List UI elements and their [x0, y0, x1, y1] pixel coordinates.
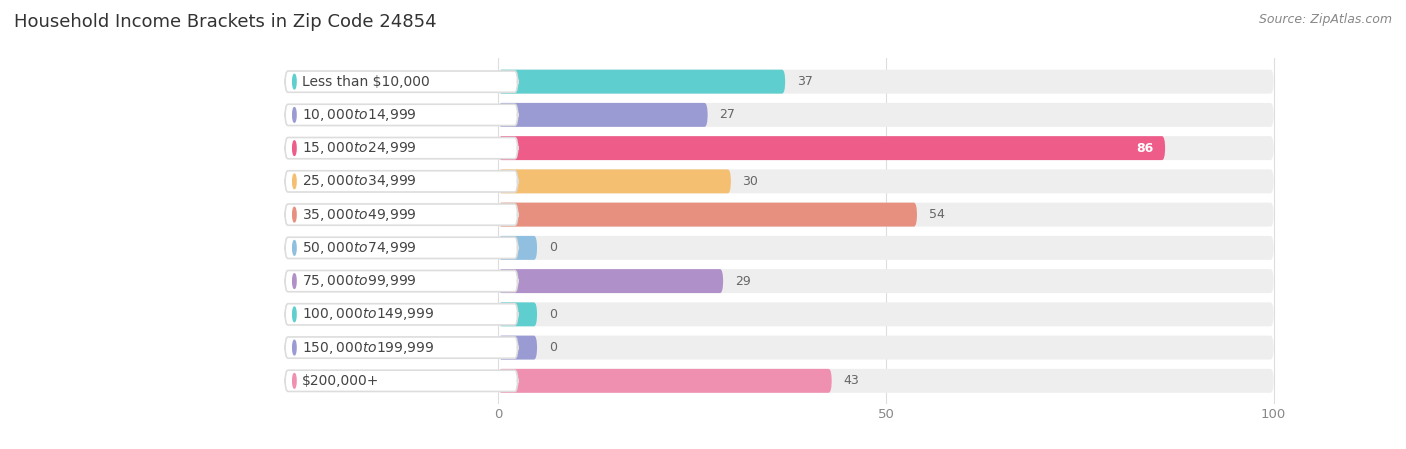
Text: 0: 0 [548, 308, 557, 321]
FancyBboxPatch shape [498, 236, 537, 260]
Text: Less than $10,000: Less than $10,000 [302, 75, 430, 88]
FancyBboxPatch shape [498, 136, 1166, 160]
Text: $200,000+: $200,000+ [302, 374, 380, 388]
Text: 29: 29 [735, 275, 751, 288]
FancyBboxPatch shape [498, 335, 1274, 360]
FancyBboxPatch shape [285, 137, 517, 159]
FancyBboxPatch shape [498, 302, 537, 326]
Text: 37: 37 [797, 75, 813, 88]
FancyBboxPatch shape [285, 237, 517, 259]
Text: Household Income Brackets in Zip Code 24854: Household Income Brackets in Zip Code 24… [14, 13, 437, 31]
FancyBboxPatch shape [498, 169, 731, 194]
FancyBboxPatch shape [285, 171, 517, 192]
Text: Source: ZipAtlas.com: Source: ZipAtlas.com [1258, 13, 1392, 26]
Circle shape [292, 274, 297, 288]
Circle shape [292, 340, 297, 355]
Text: $35,000 to $49,999: $35,000 to $49,999 [302, 207, 418, 223]
Text: 86: 86 [1136, 141, 1153, 154]
FancyBboxPatch shape [498, 335, 537, 360]
FancyBboxPatch shape [498, 70, 785, 93]
Circle shape [292, 241, 297, 255]
FancyBboxPatch shape [498, 369, 1274, 393]
FancyBboxPatch shape [285, 270, 517, 292]
FancyBboxPatch shape [498, 236, 1274, 260]
FancyBboxPatch shape [498, 269, 723, 293]
Text: 27: 27 [720, 108, 735, 121]
FancyBboxPatch shape [285, 71, 517, 92]
FancyBboxPatch shape [498, 70, 1274, 93]
FancyBboxPatch shape [498, 269, 1274, 293]
FancyBboxPatch shape [498, 202, 917, 227]
Text: $100,000 to $149,999: $100,000 to $149,999 [302, 306, 434, 322]
FancyBboxPatch shape [498, 136, 1274, 160]
Text: $150,000 to $199,999: $150,000 to $199,999 [302, 339, 434, 356]
FancyBboxPatch shape [285, 204, 517, 225]
FancyBboxPatch shape [498, 103, 707, 127]
Circle shape [292, 108, 297, 122]
Text: $75,000 to $99,999: $75,000 to $99,999 [302, 273, 418, 289]
FancyBboxPatch shape [285, 304, 517, 325]
Text: 0: 0 [548, 242, 557, 254]
Text: $10,000 to $14,999: $10,000 to $14,999 [302, 107, 418, 123]
Text: 43: 43 [844, 374, 859, 387]
FancyBboxPatch shape [498, 169, 1274, 194]
FancyBboxPatch shape [285, 104, 517, 126]
Circle shape [292, 374, 297, 388]
Text: $50,000 to $74,999: $50,000 to $74,999 [302, 240, 418, 256]
Circle shape [292, 174, 297, 189]
FancyBboxPatch shape [498, 369, 832, 393]
Text: $25,000 to $34,999: $25,000 to $34,999 [302, 173, 418, 189]
FancyBboxPatch shape [498, 302, 1274, 326]
FancyBboxPatch shape [498, 202, 1274, 227]
Text: $15,000 to $24,999: $15,000 to $24,999 [302, 140, 418, 156]
Circle shape [292, 75, 297, 89]
FancyBboxPatch shape [498, 103, 1274, 127]
Circle shape [292, 207, 297, 222]
Text: 54: 54 [928, 208, 945, 221]
Text: 0: 0 [548, 341, 557, 354]
Circle shape [292, 141, 297, 155]
FancyBboxPatch shape [285, 370, 517, 392]
FancyBboxPatch shape [285, 337, 517, 358]
Circle shape [292, 307, 297, 321]
Text: 30: 30 [742, 175, 758, 188]
